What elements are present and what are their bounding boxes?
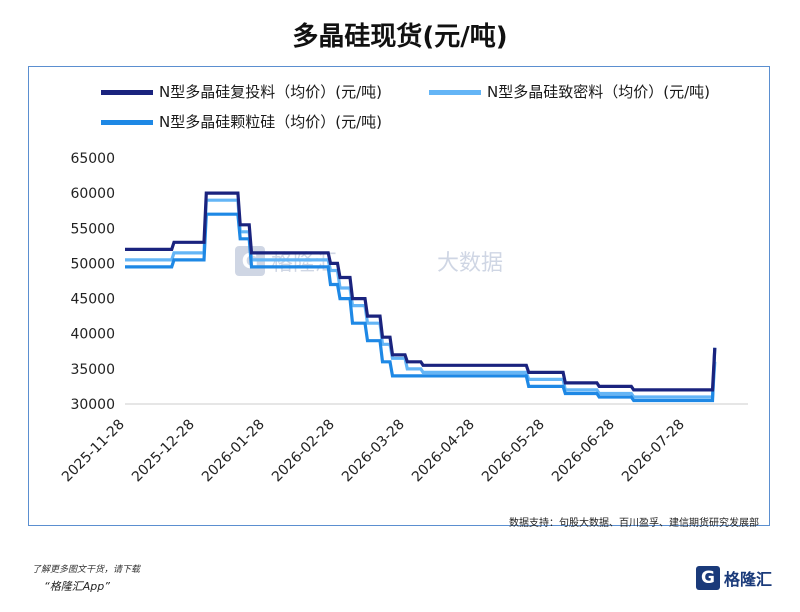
legend-swatch-series-2 xyxy=(429,90,481,95)
y-tick-label: 45000 xyxy=(70,292,115,308)
page-title: 多晶硅现货(元/吨) xyxy=(292,22,508,52)
footer-download-hint: 了解更多图文干货，请下载 xyxy=(32,565,141,575)
watermark-brand: 格隆汇 xyxy=(271,251,338,276)
source-note: 数据支持：句股大数据、百川盈孚、建信期货研究发展部 xyxy=(509,518,759,529)
legend-item-series-1: N型多晶硅复投料（均价）(元/吨) xyxy=(101,81,382,102)
legend-swatch-series-1 xyxy=(101,90,153,95)
x-tick-label: 2026-02-28 xyxy=(269,417,338,486)
legend-item-series-2: N型多晶硅致密料（均价）(元/吨) xyxy=(429,81,710,102)
legend-label-series-3: N型多晶硅颗粒硅（均价）(元/吨) xyxy=(159,113,382,131)
brand-logo-text: 格隆汇 xyxy=(723,570,772,589)
y-tick-label: 35000 xyxy=(70,362,115,378)
x-tick-label: 2026-01-28 xyxy=(199,417,268,486)
x-tick-label: 2025-12-28 xyxy=(129,417,198,486)
chart-panel: N型多晶硅复投料（均价）(元/吨) N型多晶硅致密料（均价）(元/吨) N型多晶… xyxy=(28,66,770,529)
footer-app-name: “格隆汇App” xyxy=(44,580,110,593)
legend-label-series-1: N型多晶硅复投料（均价）(元/吨) xyxy=(159,83,382,101)
y-tick-label: 65000 xyxy=(70,151,115,167)
x-tick-label: 2026-07-28 xyxy=(619,417,688,486)
x-tick-label: 2026-04-28 xyxy=(409,417,478,486)
footer-logo: G 格隆汇 xyxy=(695,566,772,590)
legend-label-series-2: N型多晶硅致密料（均价）(元/吨) xyxy=(487,83,710,101)
x-tick-label: 2026-06-28 xyxy=(549,417,618,486)
x-tick-label: 2025-11-28 xyxy=(59,417,128,486)
watermark-text: 大数据 xyxy=(437,251,504,276)
legend-item-series-3: N型多晶硅颗粒硅（均价）(元/吨) xyxy=(101,111,382,132)
y-tick-label: 55000 xyxy=(70,221,115,237)
series-line-2 xyxy=(125,198,717,399)
series-line-3 xyxy=(125,212,717,403)
y-tick-label: 40000 xyxy=(70,327,115,343)
y-tick-label: 30000 xyxy=(70,397,115,413)
y-tick-label: 50000 xyxy=(70,256,115,272)
brand-logo-icon: G xyxy=(695,566,720,590)
y-tick-label: 60000 xyxy=(70,186,115,202)
watermark: G 格隆汇 大数据 xyxy=(235,245,503,277)
series-line-1 xyxy=(125,191,717,392)
x-tick-label: 2026-03-28 xyxy=(339,417,408,486)
legend-swatch-series-3 xyxy=(101,120,153,125)
x-tick-label: 2026-05-28 xyxy=(479,417,548,486)
